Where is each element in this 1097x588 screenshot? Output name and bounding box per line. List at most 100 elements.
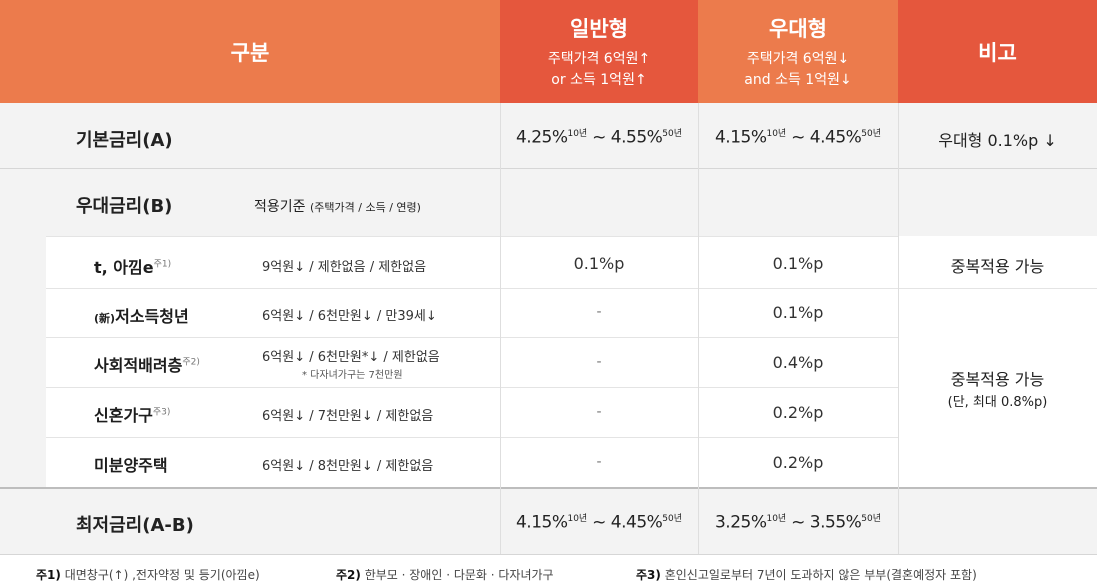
base-rate-note: 우대형 0.1%p ↓ <box>938 131 1057 150</box>
footnote-mark: 주1) <box>36 568 61 582</box>
divider-line <box>46 337 898 338</box>
pref-row-preferential: 0.1%p <box>772 254 824 273</box>
footnote-text: 한부모 · 장애인 · 다문화 · 다자녀가구 <box>364 568 554 582</box>
column-divider <box>698 103 699 554</box>
pref-row-criteria: 6억원↓ / 8천만원↓ / 제한없음 <box>262 459 434 474</box>
rate-separator: ~ <box>592 127 606 148</box>
footnote-mark: 주2) <box>336 568 361 582</box>
pref-note-rest: 중복적용 가능 <box>950 370 1045 389</box>
header-preferential-line1: 주택가격 6억원↓ <box>746 50 850 67</box>
pref-row-preferential: 0.1%p <box>772 303 824 322</box>
rate-separator: ~ <box>592 512 606 533</box>
header-note-cell: 비고 <box>898 0 1097 103</box>
header-note: 비고 <box>978 40 1017 65</box>
min-rate-normal: 4.15%10년 ~ 4.45%50년 <box>500 511 698 533</box>
criteria-label: 적용기준 (주택가격 / 소득 / 연령) <box>254 196 421 216</box>
footnote-1: 주1) 대면창구(↑) ,전자약정 및 등기(아낌e) <box>36 566 260 583</box>
pref-row-criteria: 6억원↓ / 6천만원*↓ / 제한없음 <box>262 350 440 365</box>
pref-row-preferential: 0.2%p <box>772 453 824 472</box>
rate-term: 50년 <box>662 129 683 139</box>
pref-rows-panel <box>46 236 898 488</box>
row-name-prefix: (新) <box>94 312 116 325</box>
pref-rate-label: 우대금리(B) <box>76 196 173 217</box>
header-gubun-cell: 구분 <box>0 0 500 103</box>
footnote-mark: 주2) <box>182 357 200 368</box>
pref-row-preferential: 0.2%p <box>772 403 824 422</box>
rate-value: 4.45% <box>809 127 862 148</box>
header-normal-title: 일반형 <box>570 16 628 41</box>
pref-row-normal: - <box>596 304 602 320</box>
pref-row-name: 미분양주택 <box>94 452 168 476</box>
rate-term: 10년 <box>567 129 588 139</box>
footnote-mark: 주3) <box>636 568 661 582</box>
footnote-text: 대면창구(↑) ,전자약정 및 등기(아낌e) <box>64 568 260 582</box>
min-rate-band <box>0 488 1097 554</box>
footnote-2: 주2) 한부모 · 장애인 · 다문화 · 다자녀가구 <box>336 566 554 583</box>
pref-note-rest-sub: (단, 최대 0.8%p) <box>947 395 1048 410</box>
criteria-title: 적용기준 <box>254 199 306 215</box>
base-rate-band <box>0 103 1097 169</box>
row-name-text: 사회적배려층 <box>94 356 183 375</box>
divider-line <box>46 437 898 438</box>
row-name-text: t, 아낌e <box>94 258 154 277</box>
rate-value: 4.45% <box>610 512 663 533</box>
rate-value: 4.15% <box>515 512 568 533</box>
divider-line <box>46 236 898 237</box>
header-normal-line1: 주택가격 6억원↑ <box>547 50 651 67</box>
pref-row-normal: 0.1%p <box>573 254 625 273</box>
min-rate-preferential: 3.25%10년 ~ 3.55%50년 <box>698 511 898 533</box>
criteria-subtitle: (주택가격 / 소득 / 연령) <box>309 201 421 214</box>
rate-separator: ~ <box>791 127 805 148</box>
pref-row-criteria-note: * 다자녀가구는 7천만원 <box>302 370 403 381</box>
row-name-text: 신혼가구 <box>94 406 153 425</box>
pref-row-name: 신혼가구주3) <box>94 402 170 426</box>
pref-note-panel <box>898 236 1097 488</box>
pref-row-normal: - <box>596 404 602 420</box>
divider-line <box>0 168 1097 169</box>
rate-term: 10년 <box>766 129 787 139</box>
pref-row-criteria: 6억원↓ / 7천만원↓ / 제한없음 <box>262 409 434 424</box>
rate-value: 4.15% <box>714 127 767 148</box>
footnote-3: 주3) 혼인신고일로부터 7년이 도과하지 않은 부부(결혼예정자 포함) <box>636 566 977 583</box>
row-name-text: 미분양주택 <box>94 456 168 475</box>
base-rate-preferential: 4.15%10년 ~ 4.45%50년 <box>698 126 898 148</box>
rate-term: 50년 <box>861 129 882 139</box>
rate-value: 4.25% <box>515 127 568 148</box>
rate-term: 10년 <box>567 514 588 524</box>
header-normal-cell: 일반형 주택가격 6억원↑ or 소득 1억원↑ <box>500 0 698 103</box>
rate-term: 50년 <box>662 514 683 524</box>
divider-line <box>46 288 898 289</box>
header-preferential-cell: 우대형 주택가격 6억원↓ and 소득 1억원↓ <box>698 0 898 103</box>
pref-row-name: 사회적배려층주2) <box>94 352 200 376</box>
rate-term: 10년 <box>766 514 787 524</box>
rate-value: 3.25% <box>714 512 767 533</box>
divider-line <box>898 288 1097 289</box>
column-divider <box>500 103 501 554</box>
rate-separator: ~ <box>791 512 805 533</box>
pref-row-normal: - <box>596 454 602 470</box>
min-rate-label: 최저금리(A-B) <box>76 515 194 536</box>
divider-line <box>0 487 1097 489</box>
pref-row-criteria: 9억원↓ / 제한없음 / 제한없음 <box>262 260 427 275</box>
row-name-text: 저소득청년 <box>115 307 189 326</box>
divider-line <box>0 554 1097 555</box>
pref-row-preferential: 0.4%p <box>772 353 824 372</box>
pref-row-normal: - <box>596 354 602 370</box>
footnote-mark: 주3) <box>152 407 171 418</box>
header-normal-line2: or 소득 1억원↑ <box>551 71 647 88</box>
header-preferential-line2: and 소득 1억원↓ <box>744 71 852 88</box>
base-rate-normal: 4.25%10년 ~ 4.55%50년 <box>500 126 698 148</box>
base-rate-label: 기본금리(A) <box>76 130 173 151</box>
footnote-mark: 주1) <box>153 259 172 270</box>
pref-row-name: (新)저소득청년 <box>94 303 189 327</box>
pref-row-name: t, 아낌e주1) <box>94 254 171 278</box>
divider-line <box>46 387 898 388</box>
header-gubun: 구분 <box>230 40 270 65</box>
pref-row-criteria: 6억원↓ / 6천만원↓ / 만39세↓ <box>262 309 437 324</box>
footnote-text: 혼인신고일로부터 7년이 도과하지 않은 부부(결혼예정자 포함) <box>664 568 977 582</box>
rate-term: 50년 <box>861 514 882 524</box>
pref-note-first: 중복적용 가능 <box>950 257 1045 276</box>
rate-value: 4.55% <box>610 127 663 148</box>
column-divider <box>898 103 899 554</box>
header-preferential-title: 우대형 <box>769 16 827 41</box>
